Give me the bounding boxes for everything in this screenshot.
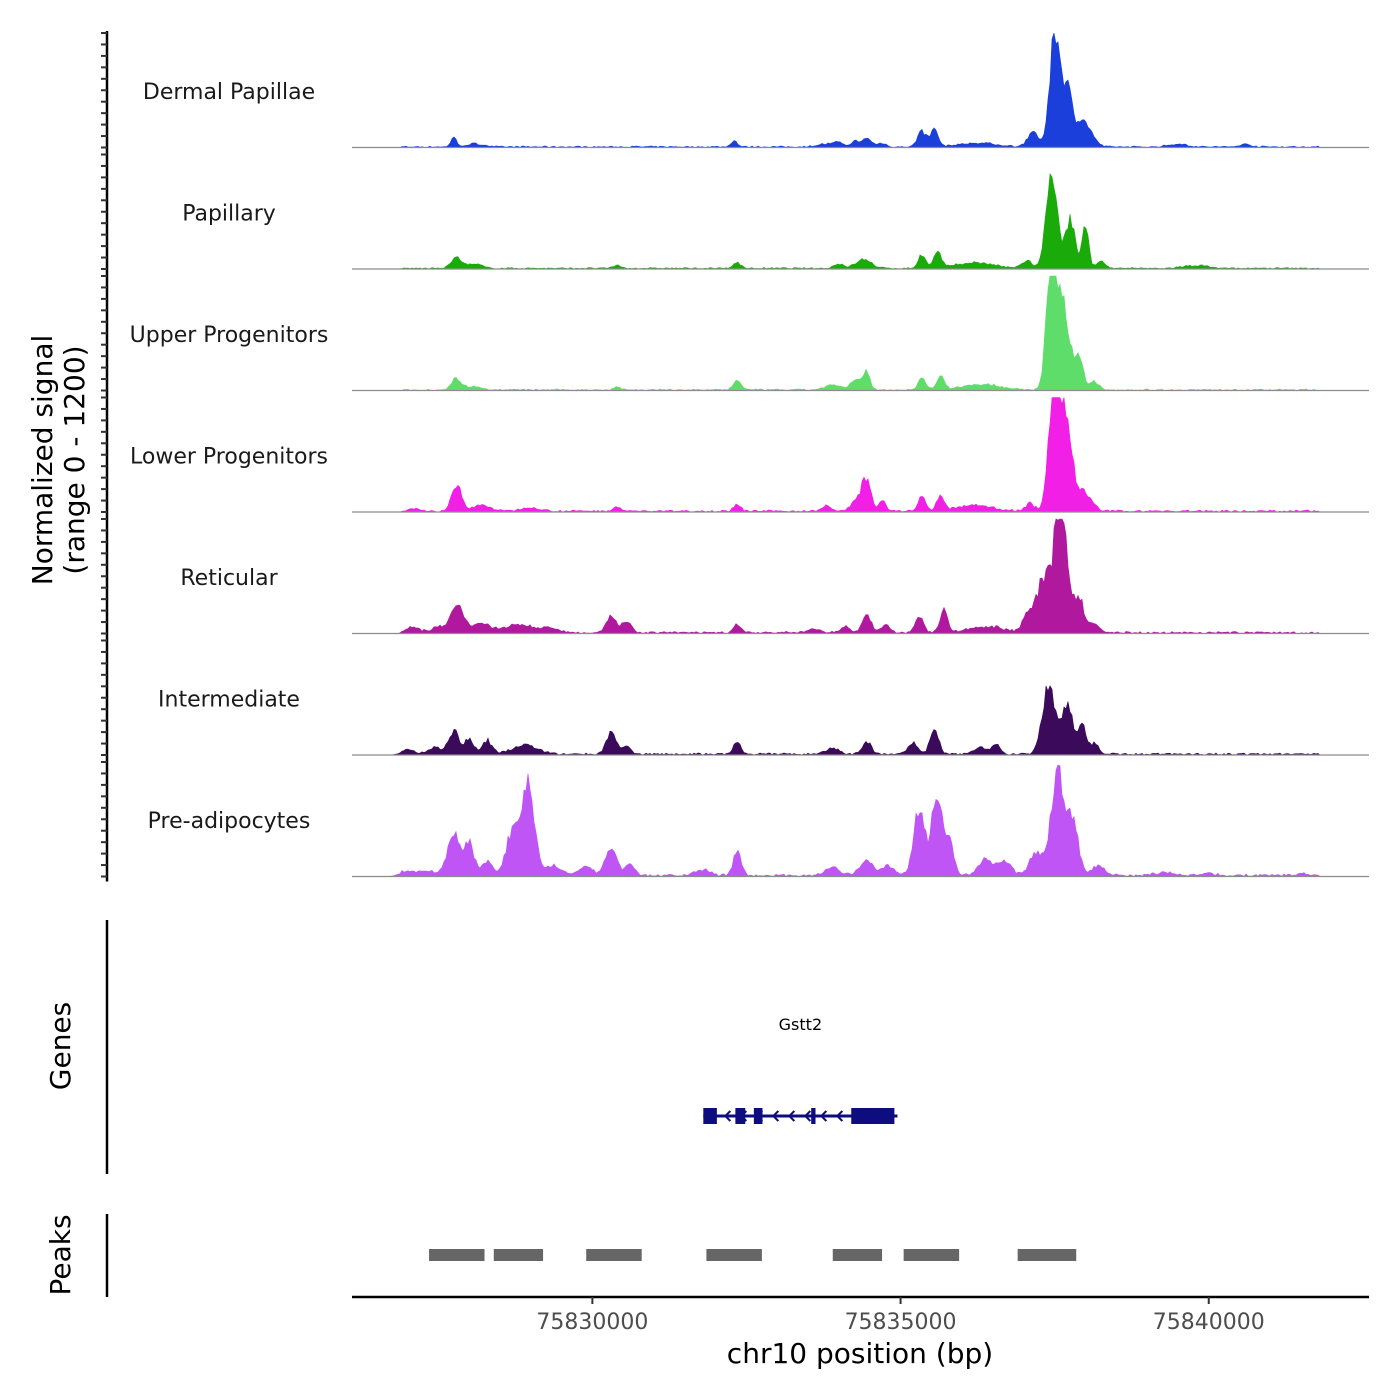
gene-gstt2: Gstt2 — [703, 1015, 898, 1124]
peaks-panel-title: Peaks — [44, 1214, 77, 1295]
peak-region — [706, 1249, 762, 1261]
strand-arrow — [771, 1110, 780, 1122]
peak-region — [429, 1249, 485, 1261]
peak-region — [903, 1249, 960, 1261]
gene-exon — [851, 1108, 895, 1124]
track-label: Reticular — [180, 566, 278, 591]
track-intermediate: Intermediate — [158, 685, 1369, 756]
track-lower-progenitors: Lower Progenitors — [130, 397, 1369, 513]
coverage-area — [352, 685, 1369, 756]
gene-name-label: Gstt2 — [779, 1015, 822, 1034]
peak-region — [832, 1249, 883, 1261]
track-dermal-papillae: Dermal Papillae — [143, 32, 1369, 149]
track-papillary: Papillary — [182, 173, 1369, 270]
track-pre-adipocytes: Pre-adipocytes — [148, 764, 1369, 878]
coverage-axis — [101, 31, 109, 882]
y-axis-title-range: (range 0 - 1200) — [58, 345, 91, 574]
x-tick-label: 75835000 — [845, 1310, 957, 1335]
gene-exon — [753, 1108, 763, 1124]
coverage-area — [352, 32, 1369, 148]
coverage-area — [352, 397, 1369, 513]
coverage-area — [352, 518, 1369, 634]
track-label: Lower Progenitors — [130, 445, 328, 470]
strand-arrow — [835, 1110, 844, 1122]
y-axis-title: Normalized signal (range 0 - 1200) — [26, 335, 91, 586]
track-label: Papillary — [182, 202, 276, 227]
track-label: Dermal Papillae — [143, 80, 315, 105]
coverage-area — [352, 275, 1369, 391]
track-label: Pre-adipocytes — [148, 809, 311, 834]
strand-arrow — [723, 1110, 732, 1122]
strand-arrow — [787, 1110, 796, 1122]
x-tick-label: 75830000 — [536, 1310, 648, 1335]
x-axis-ticks: 75830000 75835000 75840000 — [536, 1297, 1265, 1335]
gene-exon — [735, 1108, 746, 1124]
track-reticular: Reticular — [180, 518, 1369, 635]
track-upper-progenitors: Upper Progenitors — [130, 275, 1369, 392]
strand-arrow — [803, 1110, 812, 1122]
peak-region — [1017, 1249, 1077, 1261]
track-label: Intermediate — [158, 688, 300, 713]
coverage-area — [352, 173, 1369, 270]
x-tick-label: 75840000 — [1153, 1310, 1265, 1335]
strand-arrow — [819, 1110, 828, 1122]
genes-panel-title: Genes — [44, 1002, 77, 1090]
x-axis-title: chr10 position (bp) — [727, 1337, 993, 1370]
peak-region — [586, 1249, 642, 1261]
coverage-tracks: Dermal Papillae Papillary Upper Progenitor… — [130, 32, 1369, 878]
y-axis-title-main: Normalized signal — [26, 335, 59, 586]
gene-exon — [811, 1108, 816, 1124]
gene-exon — [703, 1108, 717, 1124]
gene-track: Gstt2 — [703, 1015, 898, 1124]
peak-region — [493, 1249, 544, 1261]
coverage-area — [352, 764, 1369, 877]
track-label: Upper Progenitors — [130, 323, 329, 348]
peak-track — [429, 1249, 1077, 1261]
